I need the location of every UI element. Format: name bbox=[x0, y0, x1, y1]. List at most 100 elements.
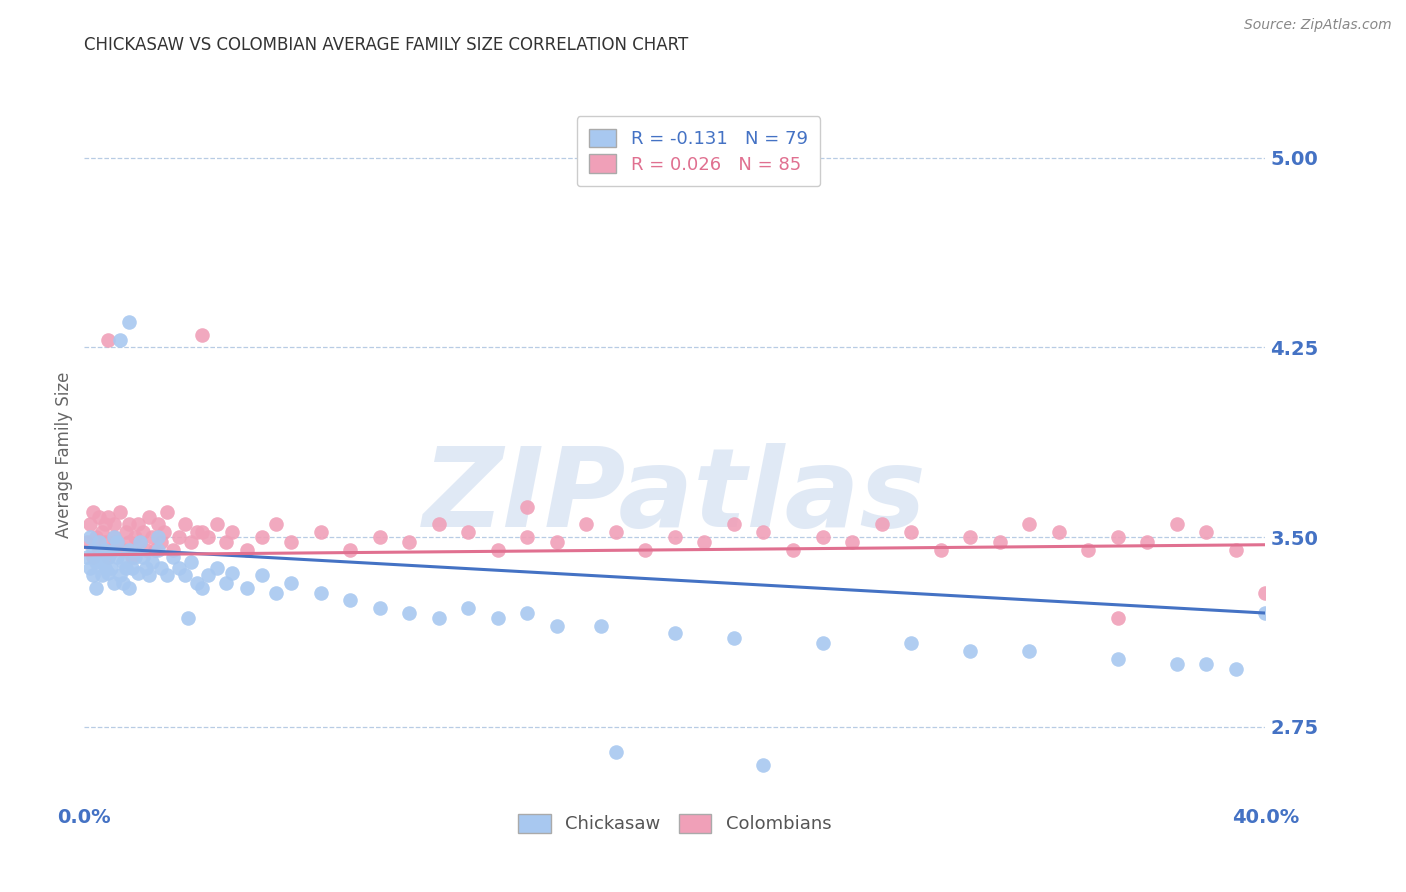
Point bbox=[150, 560, 173, 574]
Point bbox=[368, 601, 391, 615]
Point bbox=[339, 593, 361, 607]
Point bbox=[76, 550, 98, 565]
Point bbox=[103, 575, 125, 590]
Point bbox=[841, 535, 863, 549]
Point bbox=[79, 560, 101, 574]
Point bbox=[111, 542, 134, 557]
Point bbox=[82, 550, 104, 565]
Point bbox=[207, 560, 229, 574]
Point bbox=[118, 315, 141, 329]
Point bbox=[118, 517, 141, 532]
Point bbox=[309, 525, 332, 540]
Point bbox=[723, 632, 745, 646]
Point bbox=[811, 530, 834, 544]
Point bbox=[141, 530, 163, 544]
Point bbox=[236, 581, 259, 595]
Point bbox=[167, 530, 190, 544]
Point bbox=[97, 566, 120, 580]
Point bbox=[100, 545, 122, 559]
Point bbox=[114, 525, 136, 540]
Point bbox=[91, 568, 114, 582]
Point bbox=[156, 568, 179, 582]
Point bbox=[135, 542, 157, 557]
Point bbox=[280, 575, 302, 590]
Point bbox=[221, 566, 243, 580]
Point bbox=[138, 568, 160, 582]
Point bbox=[309, 586, 332, 600]
Point bbox=[148, 530, 170, 544]
Point bbox=[457, 525, 479, 540]
Point bbox=[191, 327, 214, 342]
Point bbox=[457, 601, 479, 615]
Point bbox=[108, 505, 131, 519]
Point bbox=[124, 530, 146, 544]
Point bbox=[1166, 517, 1188, 532]
Point bbox=[988, 535, 1011, 549]
Point bbox=[1195, 525, 1218, 540]
Point bbox=[87, 550, 111, 565]
Point bbox=[197, 530, 219, 544]
Point bbox=[207, 517, 229, 532]
Point bbox=[180, 535, 202, 549]
Point bbox=[84, 530, 107, 544]
Point bbox=[114, 560, 136, 574]
Point bbox=[339, 542, 361, 557]
Point bbox=[82, 542, 104, 557]
Point bbox=[108, 333, 131, 347]
Y-axis label: Average Family Size: Average Family Size bbox=[55, 372, 73, 538]
Point bbox=[94, 542, 117, 557]
Point bbox=[664, 626, 686, 640]
Point bbox=[1166, 657, 1188, 671]
Point bbox=[427, 517, 450, 532]
Point bbox=[186, 525, 208, 540]
Point bbox=[105, 550, 128, 565]
Point bbox=[664, 530, 686, 544]
Point bbox=[121, 560, 143, 574]
Point bbox=[84, 556, 107, 570]
Point bbox=[1018, 644, 1040, 658]
Point bbox=[129, 535, 152, 549]
Point bbox=[546, 535, 568, 549]
Point bbox=[132, 550, 155, 565]
Point bbox=[153, 525, 176, 540]
Point bbox=[1107, 530, 1129, 544]
Point bbox=[605, 525, 627, 540]
Point bbox=[97, 333, 120, 347]
Point bbox=[1195, 657, 1218, 671]
Point bbox=[118, 542, 141, 557]
Point bbox=[82, 568, 104, 582]
Point bbox=[782, 542, 804, 557]
Point bbox=[94, 517, 117, 532]
Point bbox=[129, 535, 152, 549]
Point bbox=[215, 575, 238, 590]
Point bbox=[87, 542, 111, 557]
Point bbox=[752, 757, 775, 772]
Point bbox=[127, 566, 149, 580]
Point bbox=[266, 586, 288, 600]
Text: ZIPatlas: ZIPatlas bbox=[423, 443, 927, 550]
Point bbox=[546, 618, 568, 632]
Point bbox=[1254, 606, 1277, 620]
Point bbox=[1107, 611, 1129, 625]
Point bbox=[900, 525, 922, 540]
Point bbox=[1047, 525, 1070, 540]
Point bbox=[929, 542, 952, 557]
Point bbox=[1225, 542, 1247, 557]
Point bbox=[111, 556, 134, 570]
Point bbox=[1018, 517, 1040, 532]
Point bbox=[959, 644, 981, 658]
Point bbox=[143, 542, 166, 557]
Point bbox=[280, 535, 302, 549]
Point bbox=[215, 535, 238, 549]
Point bbox=[197, 568, 219, 582]
Point bbox=[100, 560, 122, 574]
Point bbox=[1225, 662, 1247, 676]
Point bbox=[752, 525, 775, 540]
Point bbox=[97, 550, 120, 565]
Point bbox=[87, 509, 111, 524]
Point bbox=[94, 560, 117, 574]
Point bbox=[87, 535, 111, 549]
Point bbox=[605, 745, 627, 759]
Point bbox=[103, 517, 125, 532]
Point bbox=[76, 535, 98, 549]
